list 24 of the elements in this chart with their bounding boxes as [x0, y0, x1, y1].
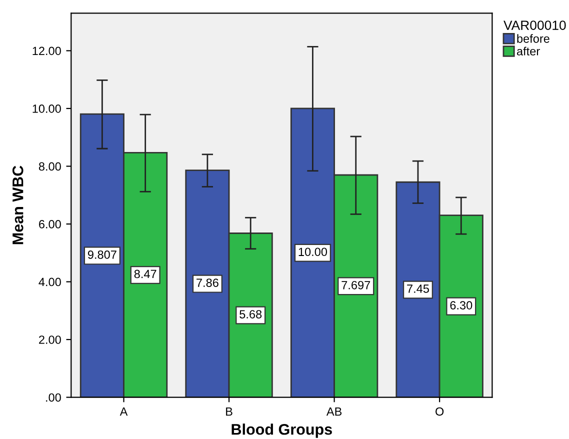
y-axis-title: Mean WBC	[12, 166, 24, 244]
x-tick-label: B	[226, 407, 232, 416]
legend-title: VAR00010	[504, 20, 566, 30]
x-tick-label: AB	[326, 407, 342, 416]
data-label: 9.807	[88, 250, 116, 259]
data-label: 7.697	[342, 280, 370, 290]
data-label: 7.45	[407, 284, 429, 293]
legend-label: after	[516, 46, 540, 56]
y-tick-label: 12.00	[32, 46, 61, 56]
y-tick-label: 8.00	[38, 162, 61, 171]
data-label: 8.47	[134, 270, 156, 278]
x-tick-label: O	[436, 407, 444, 416]
y-tick-label: 10.00	[32, 104, 61, 113]
y-tick-label: 6.00	[39, 220, 61, 228]
x-tick-label: A	[120, 407, 128, 416]
y-tick-label: 4.00	[38, 278, 61, 286]
legend-label: before	[517, 34, 550, 43]
y-tick-label: .00	[46, 393, 61, 402]
data-label: 10.00	[298, 248, 328, 256]
y-tick-label: 2.00	[39, 336, 61, 344]
data-label: 7.86	[196, 278, 218, 287]
data-label: 6.30	[450, 301, 472, 310]
data-label: 5.68	[240, 310, 262, 318]
x-axis-title: Blood Groups	[232, 424, 332, 438]
